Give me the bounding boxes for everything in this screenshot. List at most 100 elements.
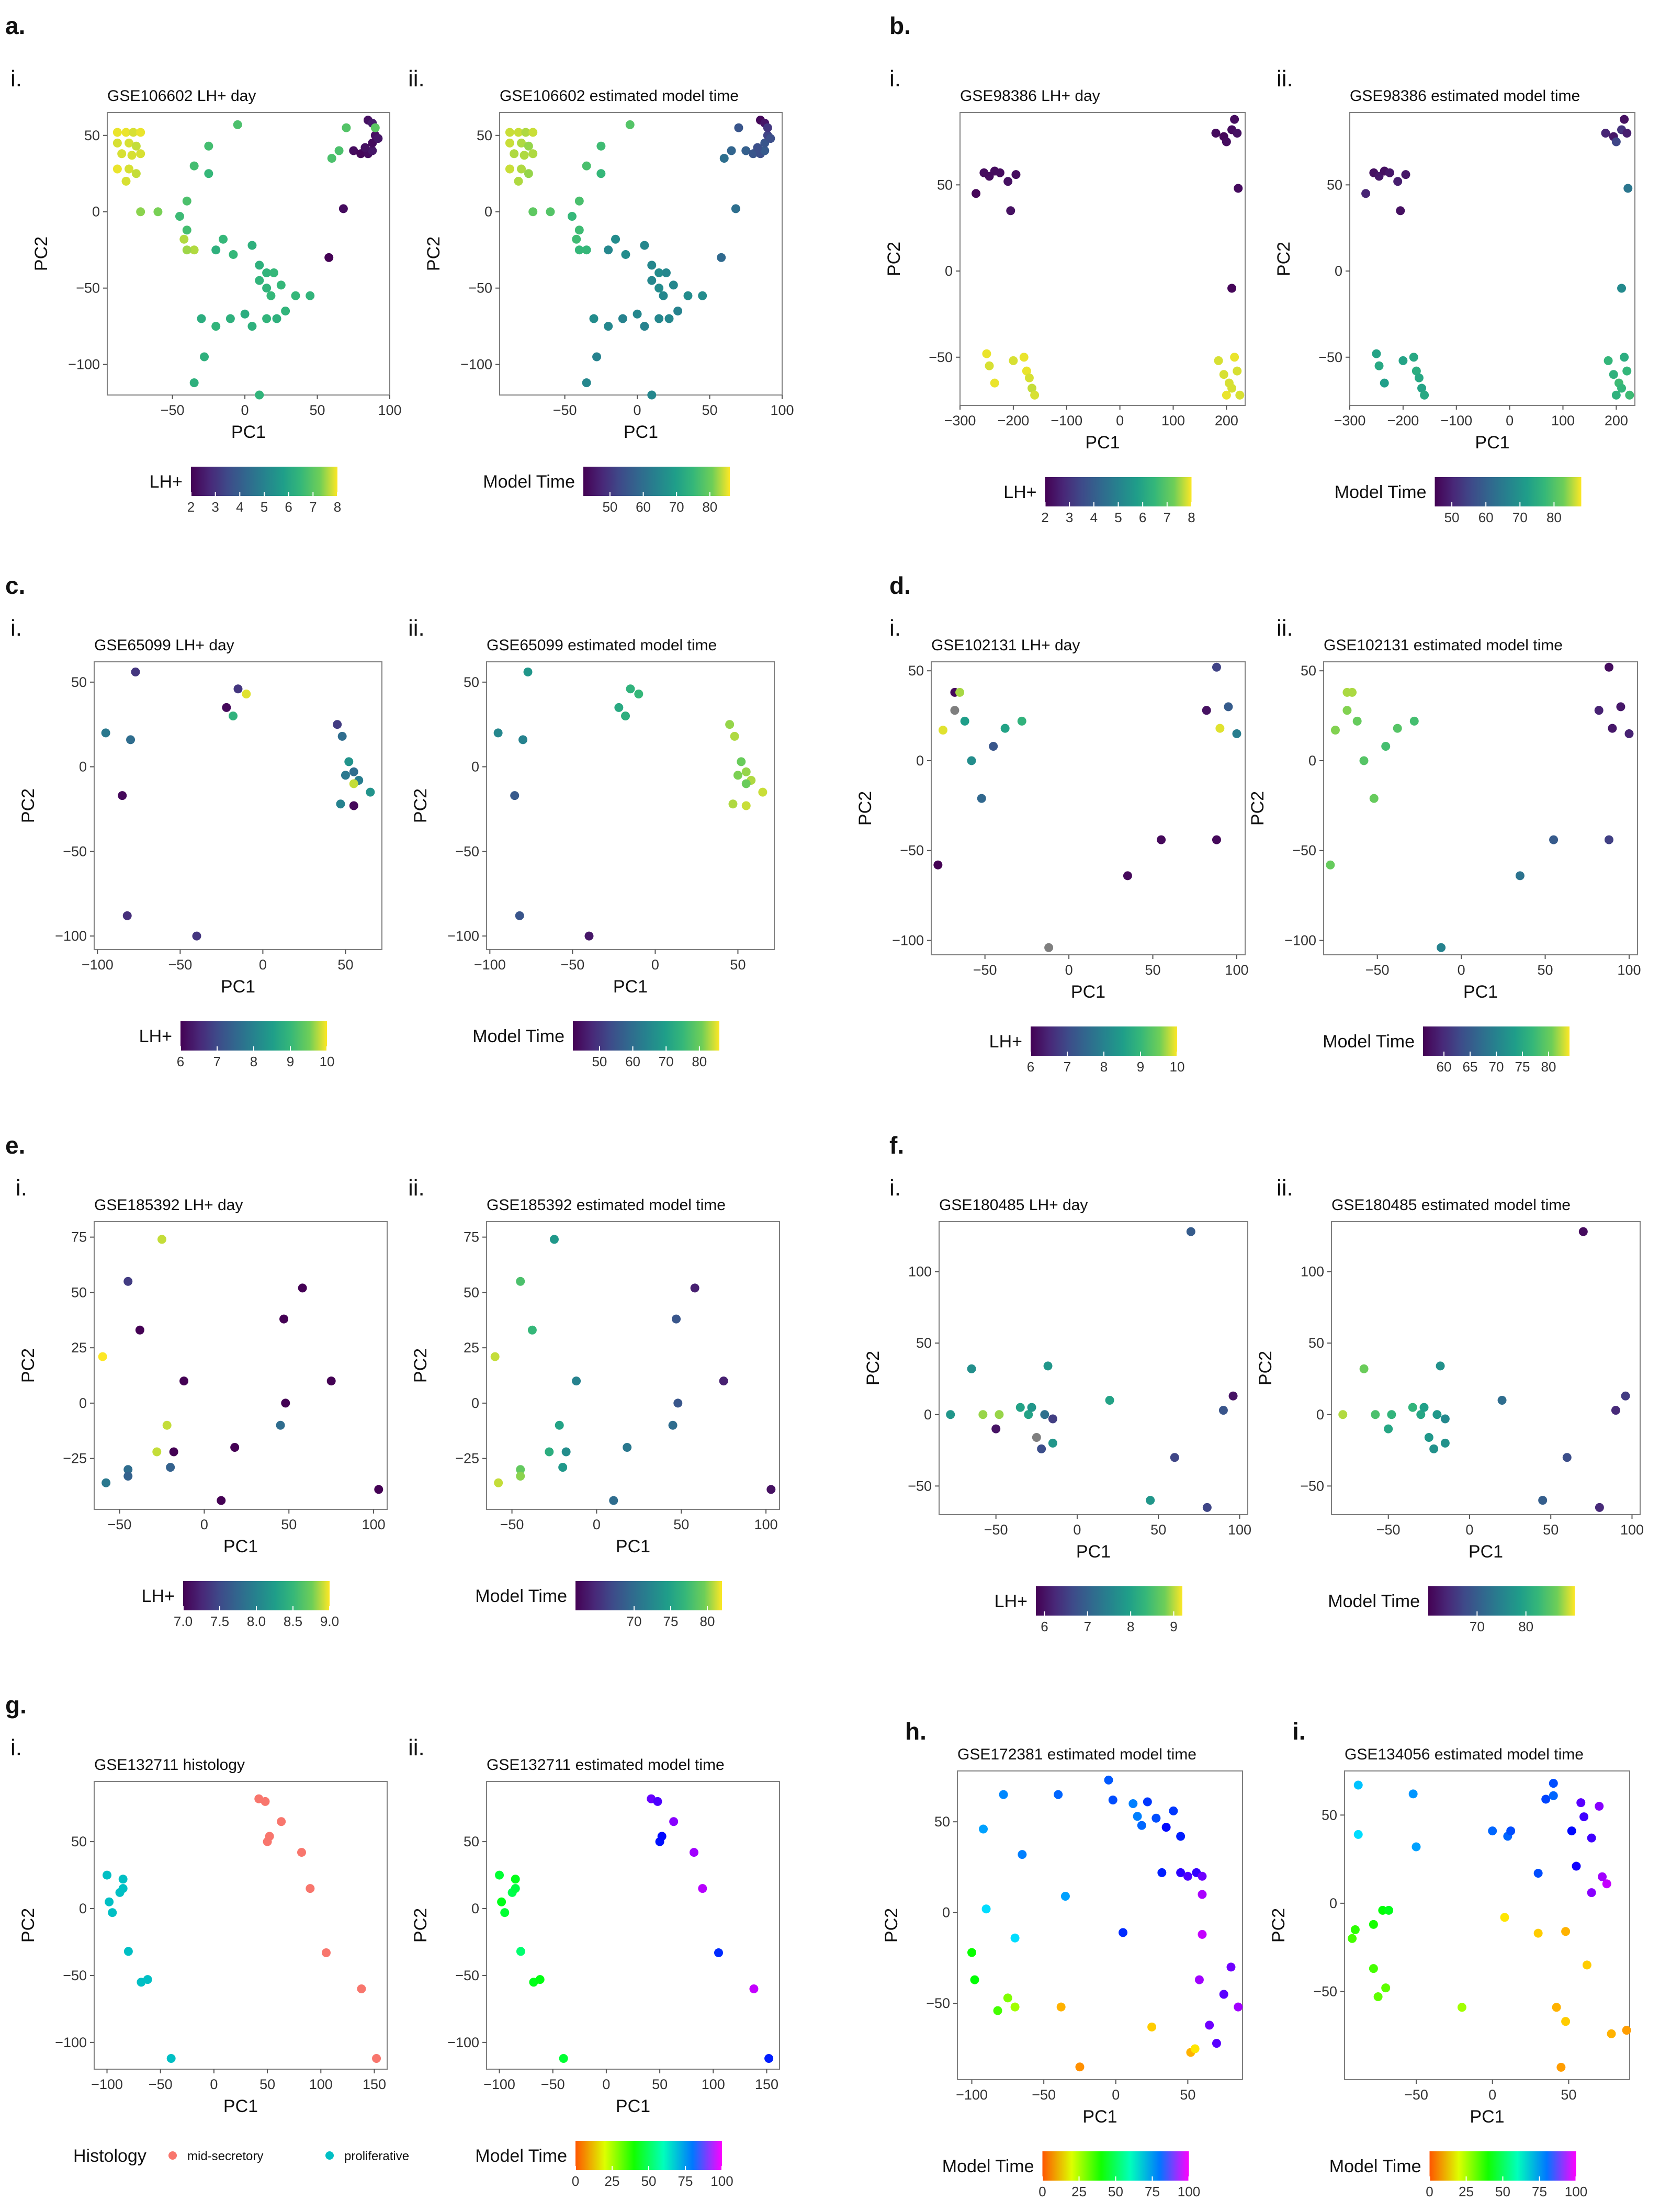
legend-title: Model Time <box>1328 1592 1420 1611</box>
x-tick-label: 50 <box>1145 962 1161 978</box>
data-point <box>1384 1905 1394 1915</box>
colorbar-tick-label: 50 <box>1495 2184 1510 2199</box>
data-point <box>1552 2003 1561 2012</box>
data-point <box>1579 1812 1589 1822</box>
y-axis-label: PC2 <box>1256 1351 1275 1385</box>
y-tick-label: −25 <box>63 1451 87 1466</box>
data-point <box>117 149 127 159</box>
data-point <box>1024 1410 1033 1419</box>
colorbar-tick-label: 7 <box>309 499 317 515</box>
y-axis-label: PC2 <box>1274 242 1294 276</box>
data-point <box>1617 284 1627 293</box>
data-point <box>1030 390 1040 400</box>
colorbar-tick-label: 9.0 <box>320 1613 339 1629</box>
x-tick-label: −100 <box>1051 413 1082 428</box>
data-point <box>1533 1869 1543 1878</box>
data-point <box>1048 1438 1057 1448</box>
data-point <box>1381 1983 1391 1993</box>
data-point <box>760 146 770 155</box>
y-tick-label: −50 <box>1292 843 1316 859</box>
y-axis-label: PC2 <box>18 1908 38 1943</box>
data-point <box>123 1947 133 1956</box>
data-point <box>1393 724 1402 733</box>
colorbar-tick-label: 2 <box>1041 510 1048 525</box>
colorbar-tick-label: 50 <box>592 1054 607 1069</box>
x-tick-label: 50 <box>259 2076 275 2092</box>
y-axis-label: PC2 <box>1248 791 1268 826</box>
colorbar-tick-label: 60 <box>1437 1059 1452 1075</box>
data-point <box>555 1420 564 1430</box>
data-point <box>326 1376 336 1386</box>
chart-g-i: g. i. GSE132711 histology −100 −50 0 50 100 150 5… <box>5 1691 409 2166</box>
data-point <box>1234 184 1243 193</box>
y-tick-label: −50 <box>455 1968 479 1983</box>
data-point <box>152 1447 162 1457</box>
data-point <box>516 1947 525 1956</box>
data-point <box>1235 390 1245 400</box>
colorbar-tick-label: 70 <box>659 1054 674 1069</box>
data-point <box>653 1797 662 1806</box>
data-point <box>995 168 1004 177</box>
data-point <box>495 1870 504 1880</box>
plot-frame <box>939 1221 1248 1515</box>
colorbar-tick-label: 70 <box>1470 1619 1485 1634</box>
x-tick-label: −50 <box>1376 1522 1401 1538</box>
data-point <box>517 164 526 174</box>
data-point <box>514 176 523 186</box>
legend-swatch <box>325 2151 334 2160</box>
data-point <box>1232 729 1241 738</box>
data-point <box>1019 353 1029 362</box>
data-point <box>640 241 649 250</box>
x-tick-label: 100 <box>378 402 401 418</box>
y-tick-label: 50 <box>71 1284 87 1300</box>
data-point <box>1515 871 1525 881</box>
data-point <box>1011 170 1021 179</box>
y-tick-label: 50 <box>84 128 100 143</box>
data-point <box>1205 2021 1214 2030</box>
data-point <box>647 276 657 285</box>
data-point <box>121 176 131 186</box>
data-point <box>1598 1872 1607 1881</box>
data-point <box>122 911 132 920</box>
data-point <box>1587 1833 1596 1843</box>
panel-sublabel: ii. <box>1277 615 1293 641</box>
data-point <box>103 1870 112 1880</box>
legend-title: LH+ <box>150 472 183 492</box>
data-point <box>1151 1813 1161 1823</box>
colorbar-tick-label: 60 <box>625 1054 640 1069</box>
colorbar-tick-label: 10 <box>1170 1059 1185 1075</box>
data-point <box>1611 137 1621 146</box>
panel-label: a. <box>5 12 25 39</box>
data-point <box>255 390 264 400</box>
plot-title: GSE106602 LH+ day <box>107 87 256 105</box>
y-tick-label: −25 <box>455 1451 479 1466</box>
x-tick-label: −50 <box>541 2076 565 2092</box>
data-point <box>1040 1410 1049 1419</box>
data-point <box>1617 383 1627 393</box>
data-point <box>1214 356 1223 365</box>
x-axis-label: PC1 <box>223 2096 258 2116</box>
x-tick-label: −50 <box>1365 962 1390 978</box>
data-point <box>535 1975 545 1984</box>
x-tick-label: −200 <box>1387 413 1419 428</box>
data-point <box>179 234 189 244</box>
data-point <box>1222 137 1231 146</box>
legend-title: LH+ <box>989 1032 1022 1052</box>
data-point <box>306 291 315 300</box>
data-point <box>659 291 668 300</box>
data-point <box>604 245 613 255</box>
data-point <box>297 1848 306 1857</box>
colorbar-tick-label: 5 <box>261 499 268 515</box>
y-tick-label: 0 <box>471 1395 479 1411</box>
data-point <box>136 128 145 137</box>
data-point <box>1572 1861 1581 1871</box>
data-point <box>1541 1795 1551 1804</box>
plot-frame <box>486 661 775 950</box>
data-point <box>669 280 678 290</box>
x-axis-label: PC1 <box>624 422 658 442</box>
data-point <box>200 352 209 362</box>
x-tick-label: 0 <box>1465 1522 1473 1538</box>
data-point <box>1549 1779 1558 1788</box>
data-point <box>1616 702 1625 712</box>
